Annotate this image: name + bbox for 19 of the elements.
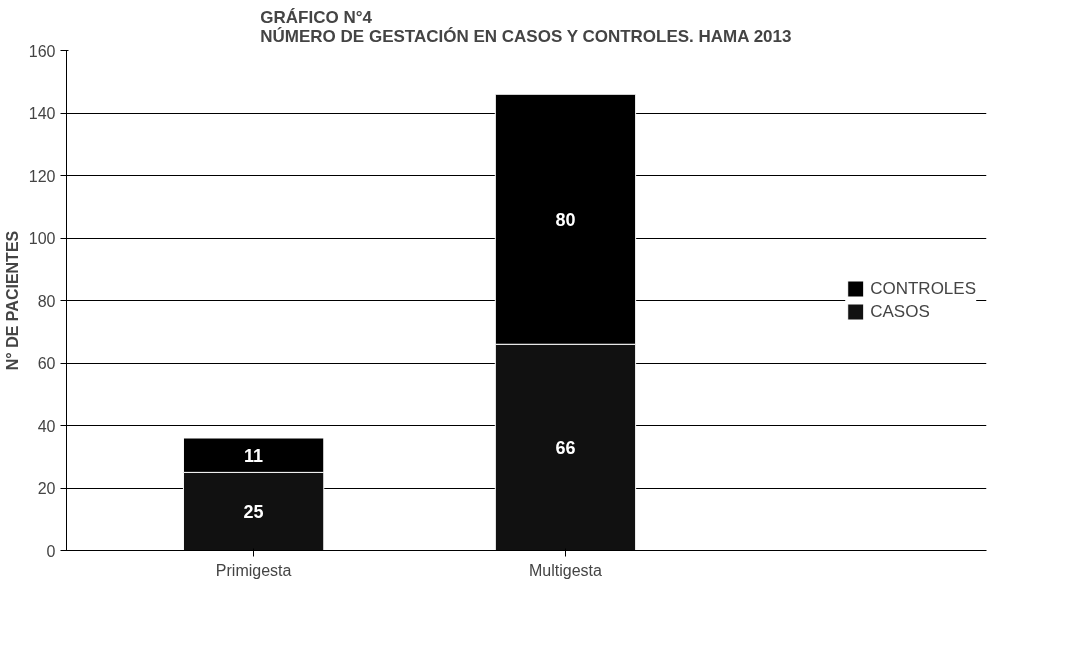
legend-label: CONTROLES (870, 278, 976, 299)
y-tick-label: 60 (37, 355, 56, 372)
x-tick-label: Primigesta (215, 561, 292, 579)
y-tick-label: 160 (28, 42, 56, 60)
y-tick-label: 0 (46, 542, 56, 560)
legend-label: CASOS (870, 301, 930, 322)
chart-title: GRÁFICO N°4 NÚMERO DE GESTACIÓN EN CASOS Y CONTROLES. HAMA 2013 (260, 7, 792, 46)
data-label: 25 (243, 501, 264, 522)
data-label: 66 (555, 437, 576, 458)
y-tick-label: 140 (28, 105, 56, 122)
data-label: 80 (555, 209, 576, 230)
y-tick-label: 100 (28, 230, 56, 247)
y-tick-label: 20 (37, 480, 56, 497)
y-tick-label: 120 (28, 167, 56, 185)
data-label: 11 (244, 445, 264, 466)
y-tick-label: 40 (37, 417, 56, 435)
y-tick-label: 80 (37, 292, 56, 310)
x-tick-label: Multigesta (529, 561, 603, 579)
y-axis-title: N° DE PACIENTES (3, 230, 21, 371)
